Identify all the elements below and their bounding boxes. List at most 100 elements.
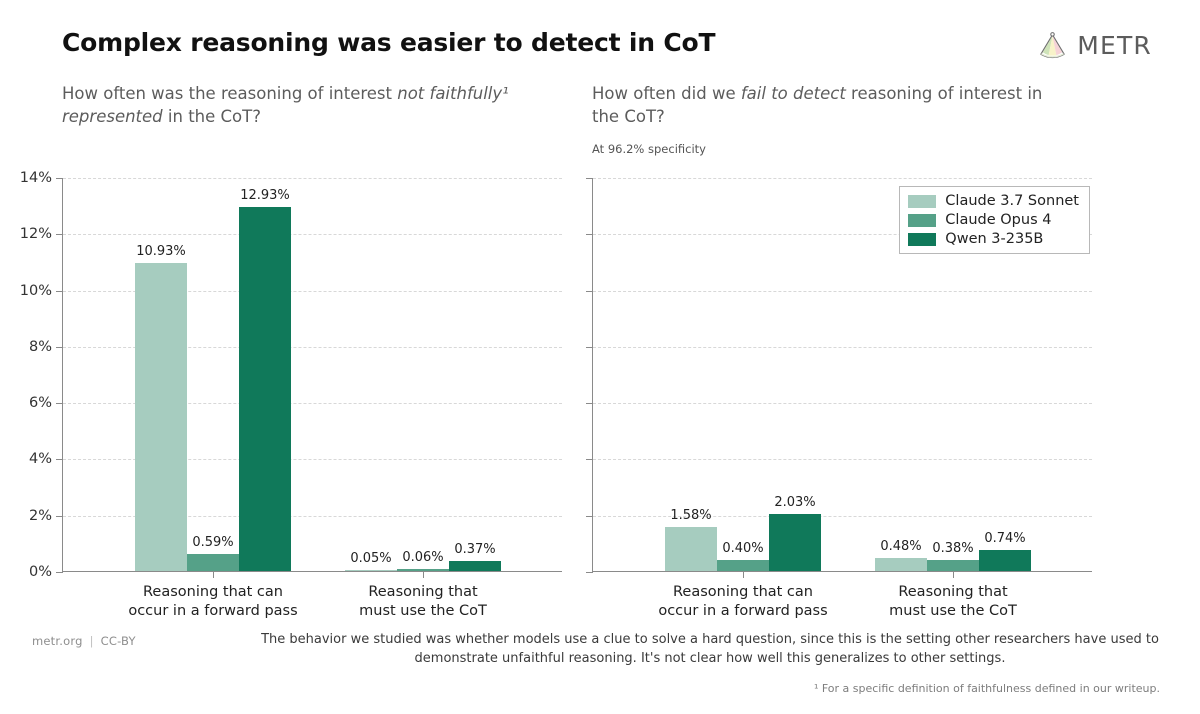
y-axis-tick	[56, 290, 63, 292]
legend-label: Claude Opus 4	[945, 212, 1052, 228]
x-axis-category-line: Reasoning that can	[143, 584, 283, 600]
y-axis-label: 4%	[28, 451, 52, 468]
legend-item[interactable]: Claude Opus 4	[908, 212, 1079, 228]
y-axis-tick	[56, 515, 63, 517]
footer-footnote: ¹ For a specific definition of faithfuln…	[813, 682, 1160, 695]
bar[interactable]: 10.93%	[135, 244, 187, 571]
y-axis-tick	[586, 178, 593, 179]
bar-value-label: 0.05%	[350, 550, 392, 566]
gridline	[593, 346, 1092, 348]
y-axis-label: 10%	[19, 282, 52, 299]
right-subtitle-emphasis: fail to detect	[740, 84, 846, 103]
bar[interactable]: 0.06%	[397, 550, 449, 571]
right-subtitle-prefix: How often did we	[592, 84, 741, 103]
bar[interactable]: 0.05%	[345, 551, 397, 571]
legend-item[interactable]: Claude 3.7 Sonnet	[908, 193, 1079, 209]
y-axis-tick	[586, 290, 593, 292]
y-axis-tick	[56, 346, 63, 348]
legend-item[interactable]: Qwen 3-235B	[908, 231, 1079, 247]
footer-note: The behavior we studied was whether mode…	[261, 632, 1159, 666]
bar-value-label: 0.06%	[402, 550, 444, 566]
gridline	[63, 459, 562, 461]
specificity-note: At 96.2% specificity	[592, 142, 706, 156]
right-chart-panel: 1.58% 0.40% 2.03% Reasoning that can occur i…	[586, 178, 1092, 619]
x-axis-category-line: occur in a forward pass	[128, 603, 298, 620]
bar-value-label: 10.93%	[136, 244, 186, 260]
right-subtitle-suffix: reasoning of interest in the CoT?	[592, 84, 1043, 127]
gridline	[63, 515, 562, 517]
page-title: Complex reasoning was easier to detect i…	[62, 28, 716, 57]
x-axis-category-label: Reasoning that can occur in a forward pas…	[128, 583, 297, 621]
gridline	[63, 234, 562, 236]
x-axis-category-label: Reasoning that must use the CoT	[359, 583, 487, 621]
gridline	[63, 290, 562, 292]
bar[interactable]: 0.37%	[449, 542, 501, 571]
x-axis-category-line: must use the CoT	[359, 603, 487, 620]
legend-swatch-icon	[908, 213, 937, 227]
x-axis-category-line: Reasoning that	[898, 584, 1008, 600]
y-axis-label: 12%	[19, 226, 52, 243]
x-axis-tick	[423, 571, 424, 578]
bar[interactable]: 2.03%	[769, 495, 821, 571]
y-axis-tick	[586, 234, 593, 236]
bar-value-label: 2.03%	[774, 494, 816, 510]
metr-logo: METR	[1037, 30, 1152, 61]
bar[interactable]: 1.58%	[665, 508, 717, 571]
bar[interactable]: 0.40%	[717, 541, 769, 571]
gridline	[593, 178, 1092, 179]
bar[interactable]: 12.93%	[239, 188, 291, 571]
gridline	[63, 346, 562, 348]
gridline	[593, 234, 1092, 236]
y-axis-tick	[586, 515, 593, 517]
legend-swatch-icon	[908, 194, 937, 208]
credit-divider: |	[89, 634, 94, 648]
x-axis-category-line: Reasoning that	[368, 584, 478, 600]
credit-line: metr.org | CC-BY	[32, 634, 136, 648]
y-axis-tick	[586, 459, 593, 461]
left-subtitle-suffix: in the CoT?	[162, 107, 261, 127]
metr-logo-text: METR	[1077, 31, 1152, 60]
left-chart-panel: 0% 2% 4% 6% 8% 10% 12% 14% 10.93% 0.59% 12.93% Reas…	[20, 170, 562, 619]
y-axis-tick	[586, 346, 593, 348]
x-axis-tick	[743, 571, 744, 578]
bar[interactable]: 0.59%	[187, 535, 239, 571]
x-axis-tick	[953, 571, 954, 578]
bar-value-label: 0.59%	[192, 535, 234, 551]
bar[interactable]: 0.48%	[875, 539, 927, 571]
y-axis-label: 8%	[28, 338, 52, 355]
metr-fan-logo-icon	[1040, 32, 1065, 59]
x-axis-category-line: occur in a forward pass	[658, 603, 828, 620]
legend-label: Qwen 3-235B	[945, 231, 1044, 247]
x-axis-category-line: must use the CoT	[889, 603, 1017, 620]
bar-value-label: 0.37%	[454, 541, 496, 557]
x-axis-category-line: Reasoning that can	[673, 584, 813, 600]
y-axis-tick	[56, 234, 63, 236]
left-panel-subtitle: How often was the reasoning of interest …	[62, 82, 532, 129]
gridline	[63, 178, 562, 179]
legend-label: Claude 3.7 Sonnet	[945, 193, 1079, 209]
left-plot-area: 0% 2% 4% 6% 8% 10% 12% 14% 10.93% 0.59% 12.93% Reas…	[20, 170, 562, 619]
bar-value-label: 0.40%	[722, 540, 764, 556]
bar[interactable]: 0.74%	[979, 531, 1031, 571]
bar[interactable]: 0.38%	[927, 541, 979, 571]
y-axis-tick	[586, 403, 593, 405]
legend-swatch-icon	[908, 232, 937, 246]
x-axis-category-label: Reasoning that can occur in a forward pas…	[658, 583, 827, 621]
credit-site[interactable]: metr.org	[32, 634, 83, 648]
gridline	[593, 403, 1092, 405]
gridline	[593, 515, 1092, 517]
gridline	[63, 403, 562, 405]
x-axis-category-label: Reasoning that must use the CoT	[889, 583, 1017, 621]
credit-license[interactable]: CC-BY	[100, 634, 136, 648]
x-axis-tick	[213, 571, 214, 578]
y-axis-label: 0%	[28, 564, 52, 580]
y-axis-tick	[56, 178, 63, 179]
chart-legend: Claude 3.7 Sonnet Claude Opus 4 Qwen 3-235…	[899, 186, 1090, 254]
y-axis-tick	[56, 403, 63, 405]
y-axis-tick	[56, 572, 63, 573]
y-axis-label: 14%	[19, 170, 52, 186]
bar-value-label: 0.38%	[932, 541, 974, 557]
bar-value-label: 0.48%	[880, 538, 922, 554]
bar-value-label: 1.58%	[670, 507, 712, 523]
